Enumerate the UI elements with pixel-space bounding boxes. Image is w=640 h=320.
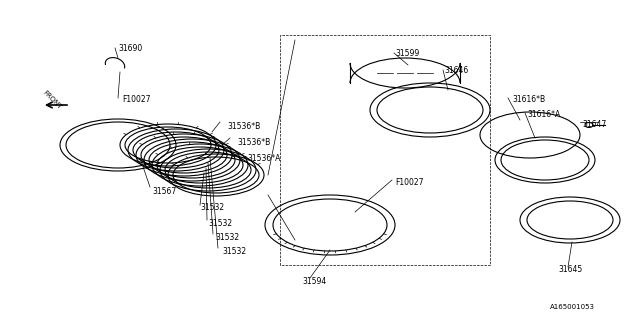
Text: 31599: 31599	[395, 49, 419, 58]
Ellipse shape	[585, 123, 593, 127]
Text: 31616*B: 31616*B	[512, 94, 545, 103]
Text: F10027: F10027	[395, 178, 424, 187]
Text: 31532: 31532	[222, 247, 246, 257]
Text: 31532: 31532	[200, 204, 224, 212]
Text: 31646: 31646	[444, 66, 468, 75]
Text: 31690: 31690	[118, 44, 142, 52]
Text: 31594: 31594	[302, 277, 326, 286]
Text: 31536*A: 31536*A	[247, 154, 280, 163]
Text: A165001053: A165001053	[550, 304, 595, 310]
Text: 31536*B: 31536*B	[237, 138, 270, 147]
Text: 31616*A: 31616*A	[527, 109, 560, 118]
Text: F10027: F10027	[122, 94, 150, 103]
Text: 31647: 31647	[582, 119, 606, 129]
Text: 31536*B: 31536*B	[227, 122, 260, 131]
Text: 31532: 31532	[208, 219, 232, 228]
Text: FRONT: FRONT	[42, 90, 63, 110]
Text: 31645: 31645	[558, 266, 582, 275]
Text: 31532: 31532	[215, 234, 239, 243]
Text: 31567: 31567	[152, 188, 176, 196]
